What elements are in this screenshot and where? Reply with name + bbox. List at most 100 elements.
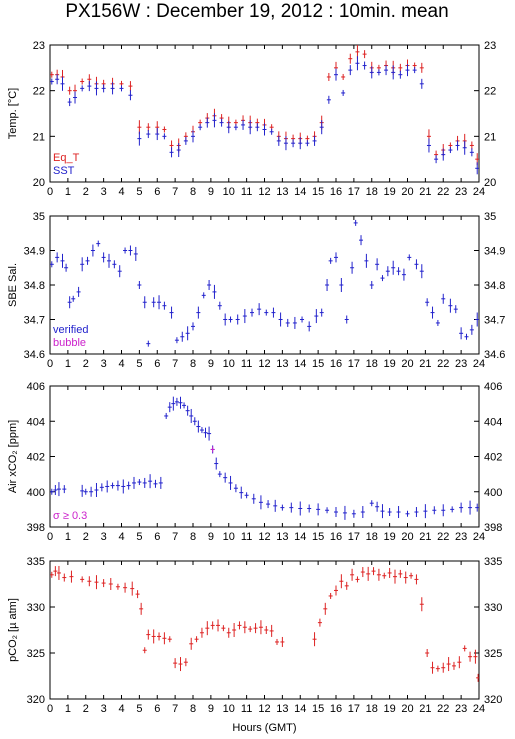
data-point	[280, 504, 285, 511]
data-point	[157, 632, 162, 641]
x-tick-label: 5	[136, 186, 142, 198]
data-point	[398, 569, 403, 578]
data-point	[153, 479, 158, 488]
x-tick-label: 5	[136, 531, 142, 543]
x-tick-label: 24	[473, 531, 485, 543]
data-point	[371, 567, 376, 576]
data-point	[257, 303, 262, 316]
data-point	[459, 327, 464, 340]
data-point	[178, 396, 183, 409]
x-tick-label: 16	[330, 703, 342, 715]
x-tick-label: 4	[118, 703, 124, 715]
data-point	[475, 312, 479, 327]
data-point	[176, 143, 181, 158]
data-point	[117, 265, 122, 278]
data-point	[216, 619, 221, 632]
x-tick-label: 19	[384, 358, 396, 370]
data-point	[83, 488, 88, 495]
data-point	[350, 568, 355, 581]
data-layer	[50, 219, 479, 347]
x-tick-label: 21	[419, 186, 431, 198]
y-tick-label: 398	[27, 522, 45, 534]
data-point	[435, 665, 440, 672]
x-tick-label: 11	[241, 358, 252, 370]
x-tick-label: 18	[366, 186, 378, 198]
data-point	[468, 651, 473, 662]
legend-entry: verified	[53, 324, 88, 336]
data-point	[350, 261, 355, 274]
data-point	[203, 427, 208, 438]
x-tick-label: 0	[47, 186, 53, 198]
y-tick-label: 330	[484, 602, 502, 614]
data-point	[462, 140, 467, 155]
data-point	[419, 597, 424, 612]
data-point	[155, 128, 160, 141]
data-point	[169, 147, 174, 158]
data-point	[360, 567, 365, 578]
x-tick-label: 15	[312, 186, 324, 198]
x-tick-label: 3	[101, 186, 107, 198]
data-point	[198, 124, 203, 131]
data-point	[87, 81, 92, 92]
data-point	[341, 89, 346, 96]
y-tick-label: 34.9	[24, 246, 45, 258]
data-point	[312, 135, 317, 146]
data-point	[266, 500, 271, 509]
data-layer	[50, 45, 479, 175]
y-tick-label: 325	[484, 648, 502, 660]
data-point	[207, 426, 212, 441]
x-tick-label: 6	[154, 358, 160, 370]
data-point	[475, 503, 479, 512]
data-point	[248, 120, 253, 135]
x-axis: 0 1 2 3 4 5 6 7 8 9 10 11 12 13 14 15 16 17 18 19 20 21 22 23 24…	[47, 186, 485, 734]
data-point	[56, 565, 61, 580]
data-point	[130, 581, 135, 596]
data-point	[392, 569, 397, 584]
data-point	[319, 120, 324, 135]
x-tick-label: 19	[384, 531, 396, 543]
y-tick-label: 402	[484, 452, 502, 464]
data-layer	[50, 565, 479, 682]
data-point	[391, 65, 396, 80]
data-point	[185, 326, 190, 341]
data-point	[464, 333, 469, 340]
x-tick-label: 4	[118, 531, 124, 543]
data-point	[142, 296, 147, 309]
data-point	[50, 571, 54, 578]
x-tick-label: 15	[312, 358, 324, 370]
data-point	[196, 306, 201, 319]
data-point	[441, 293, 446, 304]
series--0-3	[210, 446, 215, 453]
data-point	[201, 292, 206, 299]
data-point	[217, 471, 222, 478]
data-point	[325, 507, 330, 514]
x-tick-label: 15	[312, 531, 324, 543]
data-point	[64, 263, 69, 272]
data-point	[249, 308, 254, 317]
data-point	[169, 306, 174, 319]
x-tick-label: 0	[47, 531, 53, 543]
x-tick-label: 1	[65, 531, 71, 543]
y-tick-label: 402	[27, 452, 45, 464]
data-point	[407, 254, 412, 261]
data-point	[137, 281, 142, 289]
data-point	[430, 306, 435, 319]
data-point	[53, 484, 58, 495]
data-point	[307, 321, 312, 332]
x-tick-label: 7	[172, 186, 178, 198]
data-point	[255, 123, 260, 132]
x-tick-label: 13	[276, 186, 288, 198]
data-point	[235, 314, 240, 325]
data-point	[341, 73, 346, 80]
data-point	[89, 486, 94, 497]
data-point	[278, 312, 283, 327]
data-point	[232, 623, 237, 637]
data-point	[174, 397, 179, 406]
x-tick-label: 18	[366, 531, 378, 543]
y-axis-label: Air xCO₂ [ppm]	[7, 420, 19, 493]
x-tick-label: 7	[172, 358, 178, 370]
data-point	[435, 319, 440, 326]
data-point	[423, 504, 428, 519]
series-eq-t	[50, 45, 479, 166]
